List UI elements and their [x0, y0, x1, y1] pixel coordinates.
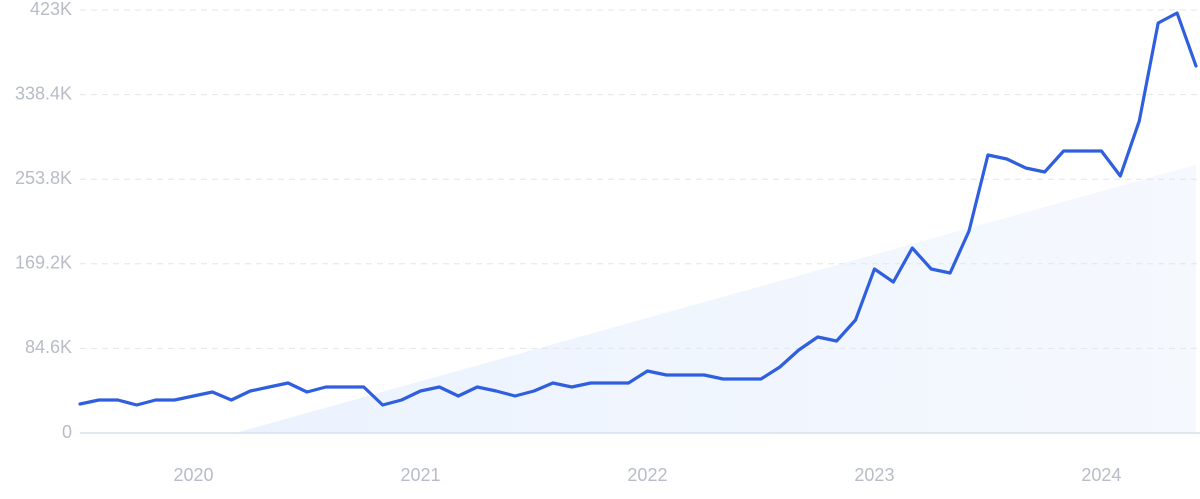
x-tick-label: 2024 — [1081, 465, 1121, 485]
x-tick-label: 2020 — [173, 465, 213, 485]
x-tick-label: 2022 — [627, 465, 667, 485]
y-tick-label: 0 — [62, 422, 72, 442]
y-tick-label: 169.2K — [15, 253, 72, 273]
y-tick-label: 338.4K — [15, 83, 72, 103]
trend-area — [80, 164, 1196, 433]
y-tick-label: 253.8K — [15, 168, 72, 188]
x-tick-label: 2023 — [854, 465, 894, 485]
line — [78, 11, 1198, 407]
y-tick-label: 423K — [30, 0, 72, 19]
x-tick-label: 2021 — [400, 465, 440, 485]
y-tick-label: 84.6K — [25, 337, 72, 357]
trend-group — [80, 164, 1196, 433]
